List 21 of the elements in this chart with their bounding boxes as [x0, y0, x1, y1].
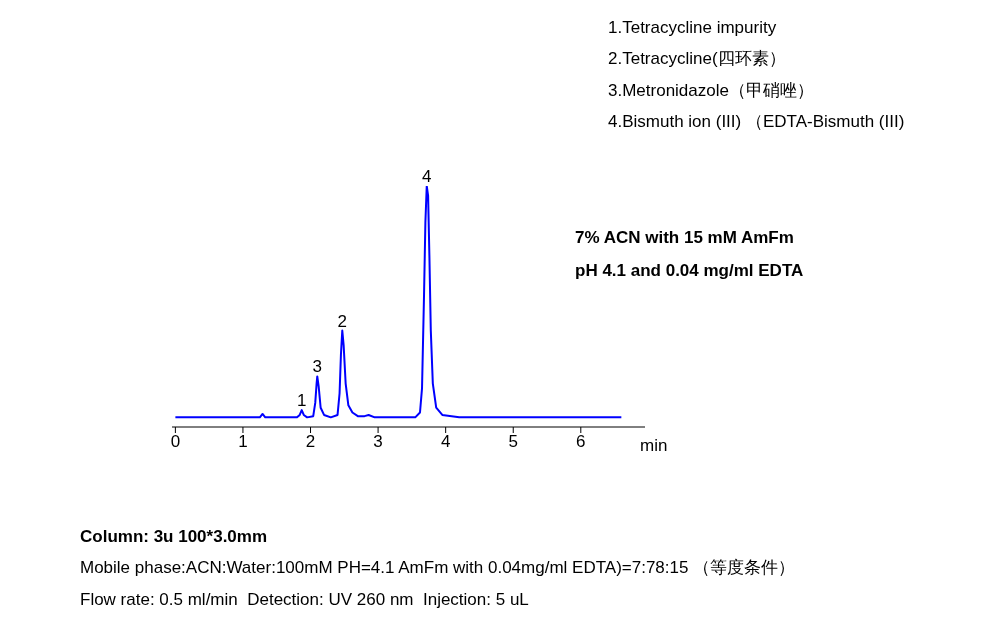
- text: 3.Metronidazole（甲硝唑）: [608, 80, 815, 102]
- x-tick-label: 5: [508, 432, 518, 452]
- annotation: 2: [337, 311, 348, 331]
- annotation: 7% ACN with 15 mM AmFm: [575, 227, 795, 249]
- x-axis-title: min: [640, 436, 668, 456]
- x-tick-label: 1: [238, 432, 248, 452]
- annotation: pH 4.1 and 0.04 mg/ml EDTA: [575, 260, 805, 282]
- text: 1.Tetracycline impurity: [608, 17, 778, 39]
- x-tick-label: 6: [576, 432, 586, 452]
- annotation: 3: [312, 357, 323, 377]
- x-tick-label: 4: [440, 432, 451, 452]
- text: Column: 3u 100*3.0mm: [80, 526, 269, 548]
- annotation: 4: [422, 167, 432, 186]
- text: 2.Tetracycline(四环素）: [608, 48, 787, 70]
- annotation: 1: [297, 391, 307, 411]
- text: Flow rate: 0.5 ml/min Detection: UV 260 nm Injection: 5 uL: [80, 589, 530, 611]
- x-tick-label: 0: [170, 432, 181, 452]
- text: Mobile phase:ACN:Water:100mM PH=4.1 AmFm with 0.04mg/ml EDTA)=7:78:15 （等度条件）: [80, 557, 797, 579]
- x-tick-label: 3: [373, 432, 383, 452]
- x-tick-label: 2: [305, 432, 316, 452]
- text: 4.Bismuth ion (III) （EDTA-Bismuth (III): [608, 111, 906, 133]
